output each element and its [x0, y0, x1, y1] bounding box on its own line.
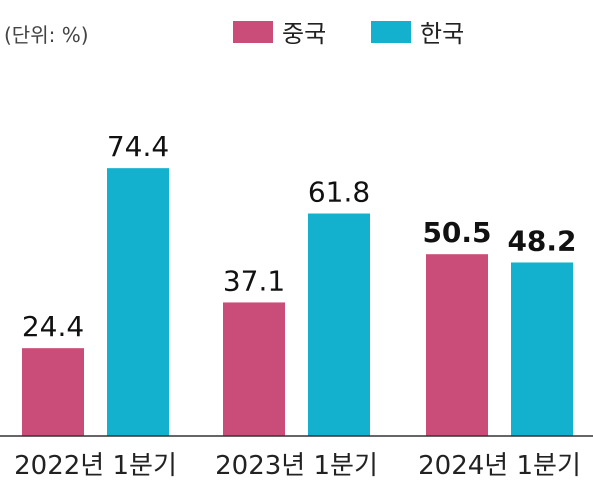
- value-label-china-0: 24.4: [22, 310, 84, 343]
- legend-label-korea: 한국: [420, 20, 464, 48]
- bar-korea-1: [308, 213, 370, 436]
- value-label-korea-1: 61.8: [308, 176, 370, 209]
- bar-china-2: [426, 254, 488, 436]
- value-label-china-2: 50.5: [422, 216, 491, 249]
- bar-korea-0: [107, 168, 169, 436]
- value-label-china-1: 37.1: [223, 264, 285, 297]
- bar-china-0: [22, 348, 84, 436]
- category-label-0: 2022년 1분기: [14, 451, 177, 481]
- legend-label-china: 중국: [282, 20, 326, 48]
- value-label-korea-2: 48.2: [507, 224, 576, 257]
- legend-swatch-china: [233, 21, 273, 43]
- legend-swatch-korea: [371, 21, 411, 43]
- value-labels-group: 24.4 74.4 37.1 61.8 50.5 48.2: [22, 130, 577, 343]
- bar-china-1: [223, 302, 285, 436]
- category-labels-group: 2022년 1분기 2023년 1분기 2024년 1분기: [14, 451, 581, 481]
- bars-group: [22, 168, 573, 436]
- value-label-korea-0: 74.4: [107, 130, 169, 163]
- legend: 중국 한국: [233, 20, 464, 48]
- unit-label: (단위: %): [4, 23, 89, 47]
- category-label-1: 2023년 1분기: [215, 451, 378, 481]
- category-label-2: 2024년 1분기: [418, 451, 581, 481]
- bar-korea-2: [511, 262, 573, 436]
